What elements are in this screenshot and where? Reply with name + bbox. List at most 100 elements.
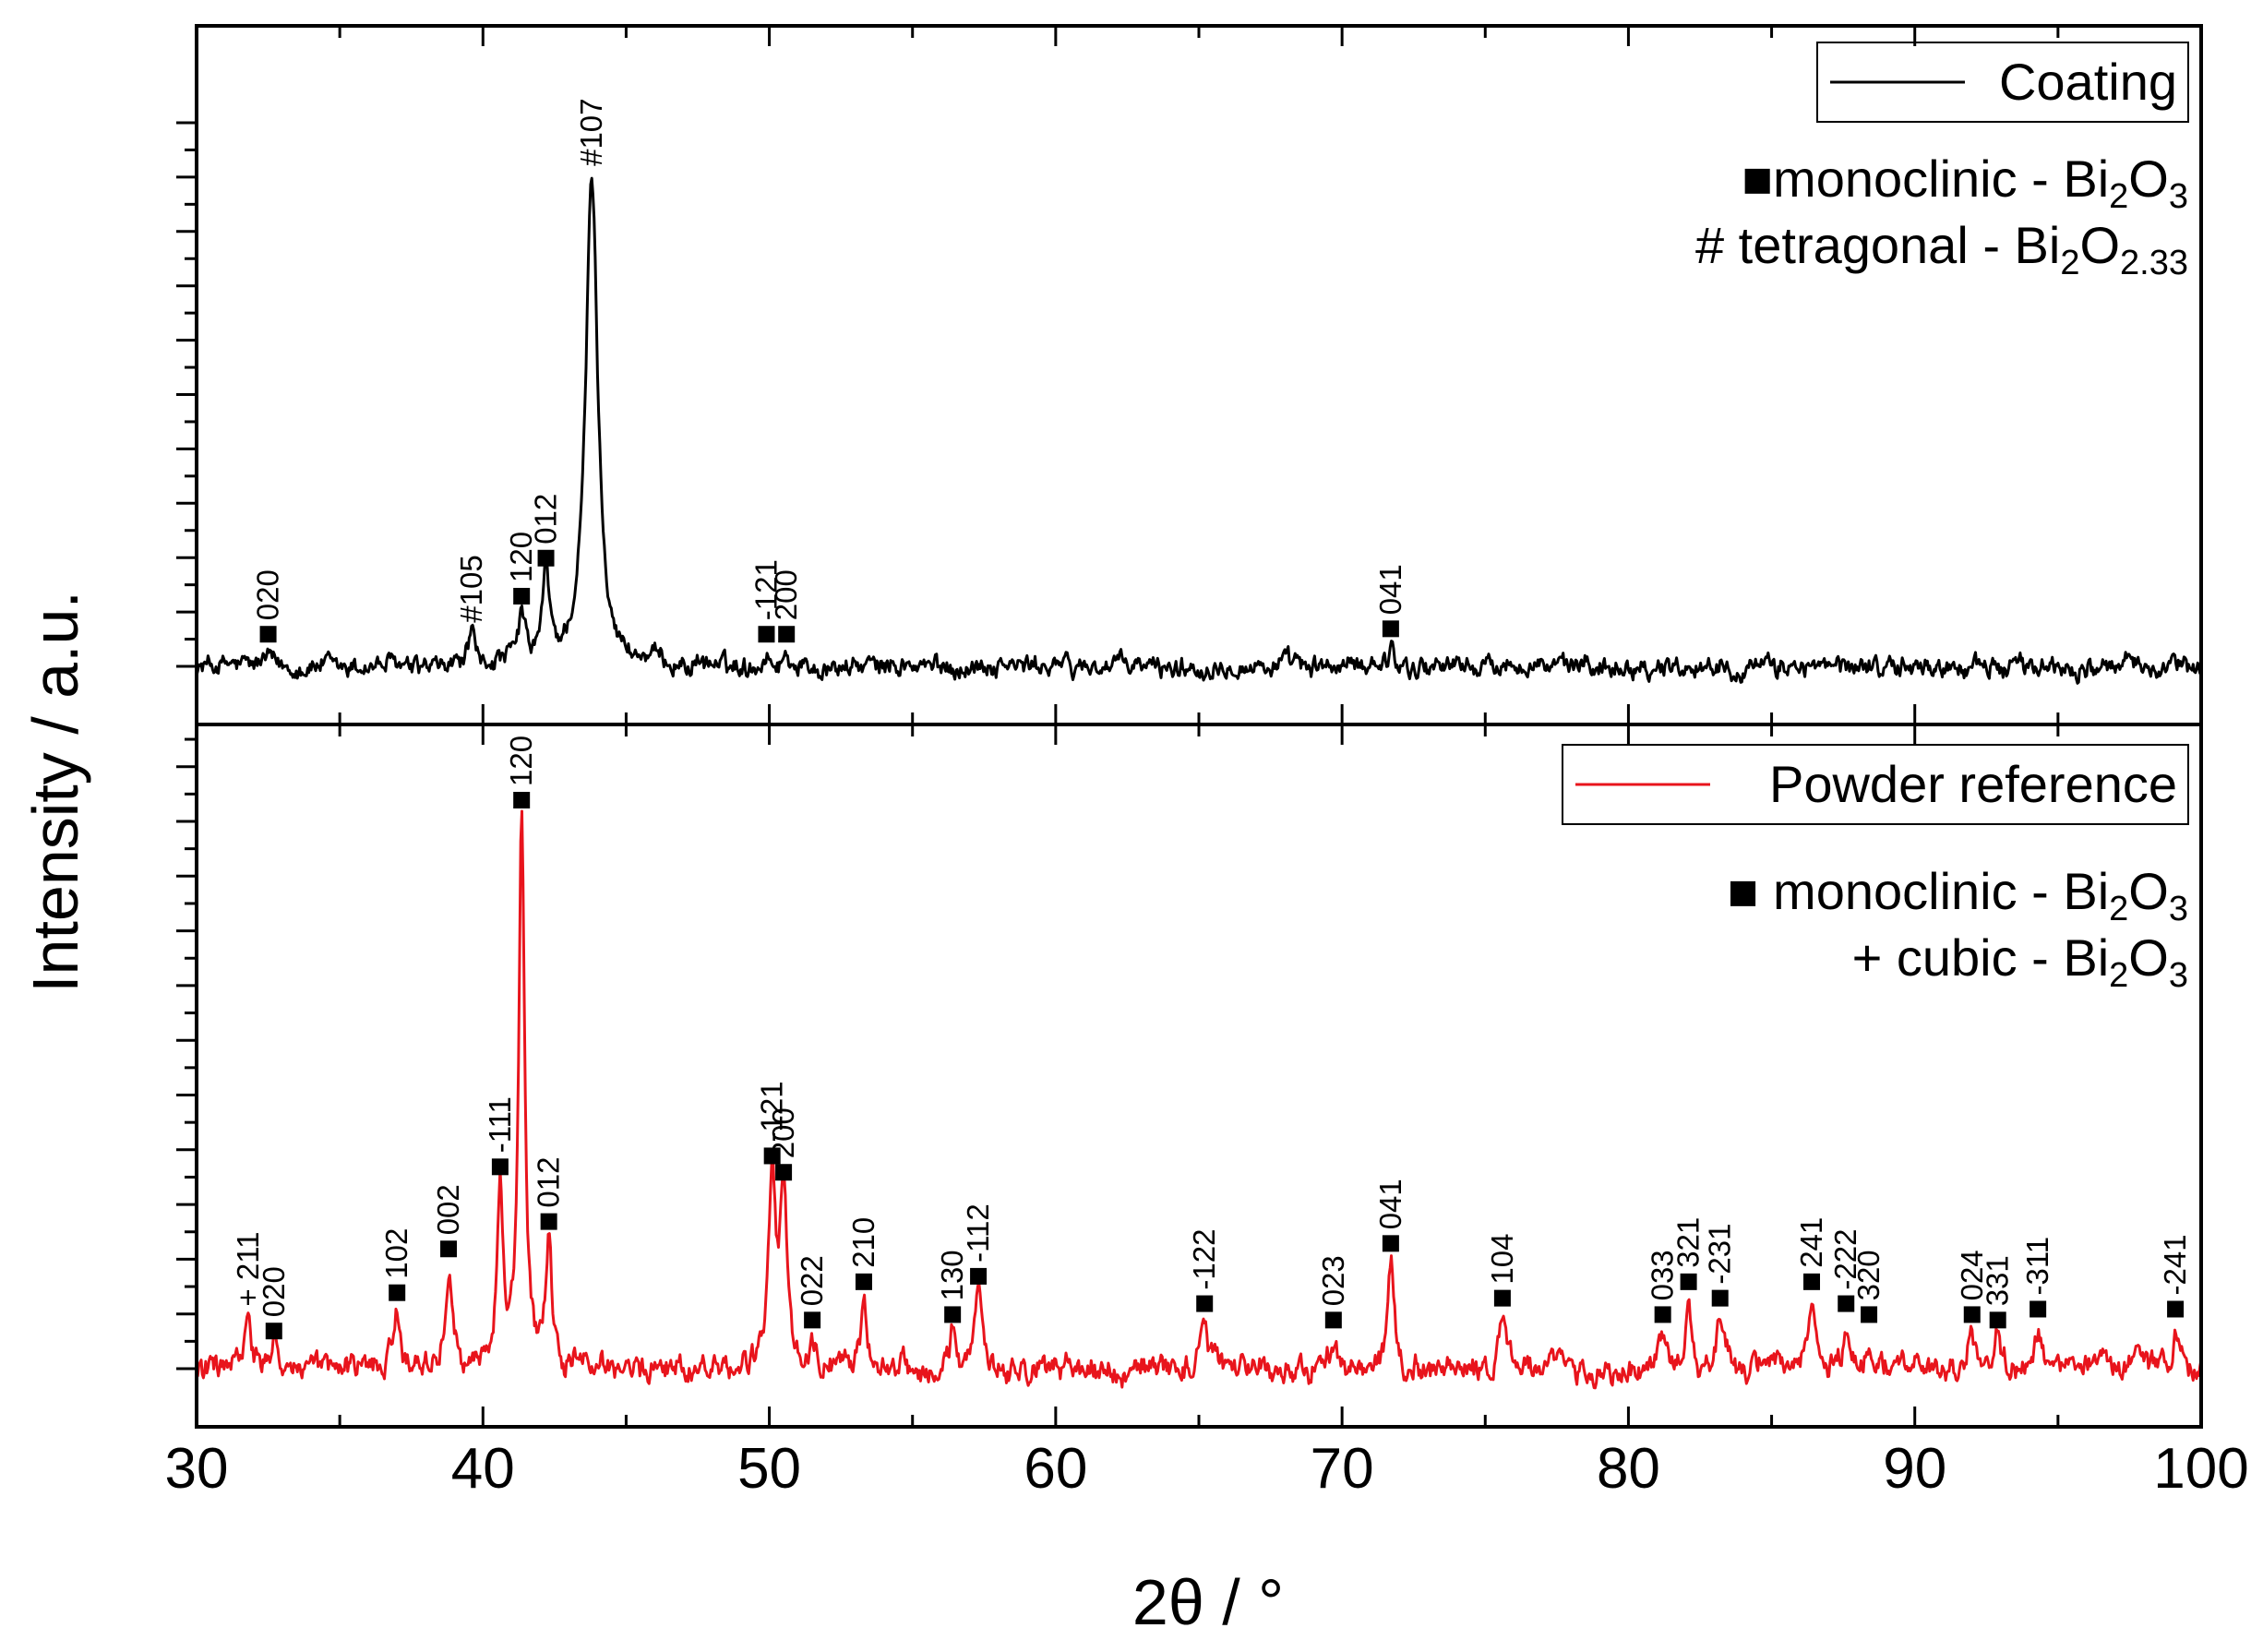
peak-label-text: -111 [483, 1096, 517, 1153]
peak-label-text: 210 [846, 1217, 880, 1268]
peak-label: 321 [1671, 1217, 1706, 1290]
peak-marker [1382, 620, 1399, 638]
peak-label-text: 120 [504, 532, 538, 582]
peak-label: 120 [504, 736, 538, 808]
peak-marker [491, 1158, 509, 1176]
peak-label: 200 [766, 1107, 800, 1181]
peak-marker [2167, 1300, 2185, 1318]
peak-label: + 211 [231, 1232, 265, 1307]
peak-label: 120 [504, 532, 538, 605]
peak-label: 241 [1794, 1217, 1828, 1290]
phase-key-coating: ■monoclinic - Bi2​O3​ [1742, 150, 2188, 216]
peak-label-text: 200 [769, 569, 803, 620]
phase-key-coating: # tetragonal - Bi2​O2.33​ [1695, 216, 2188, 282]
series-line-powder [195, 809, 2203, 1390]
peak-label-text: 022 [795, 1255, 829, 1306]
peak-label: 012 [529, 494, 563, 567]
peak-marker [855, 1273, 872, 1290]
peak-marker [1324, 1311, 1342, 1329]
peak-label: -121 [755, 1081, 789, 1165]
peak-label: 024 [1955, 1250, 1989, 1323]
peak-label-text: 020 [257, 1266, 291, 1317]
peak-label-text: 020 [251, 569, 285, 620]
peak-label-text: 002 [431, 1184, 465, 1235]
plot-frame [195, 24, 2203, 726]
peak-label: 200 [769, 569, 803, 643]
peak-label: -121 [749, 559, 784, 643]
peak-label-text: 041 [1373, 1179, 1407, 1229]
peak-marker [513, 792, 531, 808]
peak-label-text: 024 [1955, 1250, 1989, 1300]
peak-label: 002 [431, 1184, 465, 1258]
plot-frame [195, 723, 2203, 1429]
peak-marker [778, 626, 796, 643]
y-axis-title: Intensity / a.u. [19, 591, 91, 993]
peak-marker [758, 626, 775, 643]
peak-label-text: 041 [1373, 564, 1407, 615]
x-tick-label: 100 [2153, 1437, 2248, 1501]
peak-label-text: 012 [529, 494, 563, 545]
peak-label: 104 [1485, 1234, 1519, 1307]
peak-label: 210 [846, 1217, 880, 1290]
peak-marker [259, 626, 277, 643]
peak-label-text: -222 [1828, 1229, 1862, 1290]
axes-powder [176, 723, 2203, 1429]
peak-marker [1196, 1295, 1214, 1312]
x-tick-label: 70 [1311, 1437, 1374, 1501]
x-tick-label: 50 [737, 1437, 801, 1501]
peak-marker [540, 1213, 557, 1230]
peak-label-text: 104 [1485, 1234, 1519, 1285]
peak-marker [265, 1323, 282, 1340]
x-tick-label: 40 [451, 1437, 515, 1501]
axes-layer: 30 40 50 60 70 80 90 100 [165, 24, 2249, 1501]
peak-label: -231 [1703, 1224, 1737, 1307]
peak-marker [1382, 1235, 1399, 1252]
peak-marker [513, 587, 531, 605]
legend-coating: Coating [1816, 42, 2189, 123]
peak-label: 023 [1316, 1255, 1350, 1329]
peak-marker [537, 549, 555, 567]
peak-label-text: -241 [2158, 1234, 2192, 1295]
legend-label: Coating [1999, 53, 2177, 111]
peak-marker [2030, 1300, 2047, 1318]
peak-label: 022 [795, 1255, 829, 1329]
legend-label: Powder reference [1769, 755, 2177, 813]
peak-label: 012 [532, 1157, 566, 1230]
series-line-coating [195, 176, 2203, 685]
peak-label-text: 130 [935, 1250, 969, 1300]
peak-marker [804, 1311, 821, 1329]
peak-label: -111 [483, 1096, 517, 1176]
phase-key-powder: ■ monoclinic - Bi2​O3​ [1728, 862, 2188, 928]
peak-marker [1711, 1289, 1729, 1307]
peak-label-text: #105 [454, 555, 488, 622]
peak-label: 320 [1851, 1250, 1886, 1323]
peak-label-text: 120 [504, 736, 538, 786]
legend-powder: Powder reference [1562, 744, 2189, 825]
peak-marker [1861, 1306, 1878, 1323]
x-tick-label: 60 [1024, 1437, 1087, 1501]
peak-label: -122 [1187, 1229, 1221, 1312]
peak-label-text: -112 [961, 1203, 995, 1263]
peak-label: 041 [1373, 1179, 1407, 1252]
peak-label: -222 [1828, 1229, 1862, 1312]
peak-label: -112 [961, 1203, 995, 1285]
peak-marker [1654, 1306, 1671, 1323]
peak-label: -241 [2158, 1234, 2192, 1318]
peak-marker [1493, 1289, 1511, 1307]
peak-label-text: 023 [1316, 1255, 1350, 1306]
peak-marker [1803, 1273, 1821, 1290]
peak-label-text: -121 [755, 1081, 789, 1142]
peak-label-text: 320 [1851, 1250, 1886, 1300]
peak-marker [763, 1147, 781, 1165]
peak-marker [440, 1240, 458, 1258]
peak-marker [1963, 1306, 1981, 1323]
peak-label-text: 321 [1671, 1217, 1706, 1268]
peak-label-text: -311 [2020, 1237, 2054, 1296]
x-tick-label: 30 [165, 1437, 229, 1501]
phase-key-text: ■ monoclinic - Bi2​O3​ [1728, 862, 2188, 928]
peak-label-text: 102 [379, 1228, 413, 1279]
peak-marker [1680, 1273, 1697, 1290]
